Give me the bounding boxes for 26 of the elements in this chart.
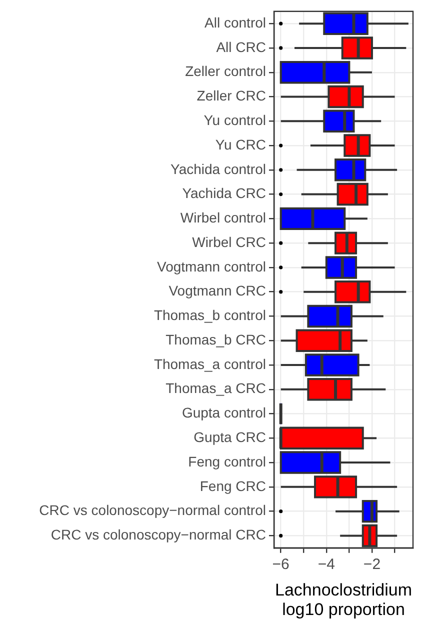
y-tick-label: Yu CRC bbox=[215, 136, 266, 152]
x-tick-label: −2 bbox=[363, 556, 381, 574]
y-tick-label: Vogtmann control bbox=[157, 258, 266, 274]
y-tick-label: Yachida CRC bbox=[182, 185, 266, 202]
x-axis-title: Lachnoclostridium log10 proportion bbox=[274, 580, 412, 619]
y-tick-label: Vogtmann CRC bbox=[168, 282, 266, 299]
y-tick-label: Thomas_a control bbox=[154, 356, 266, 372]
y-tick-label: Yachida control bbox=[170, 160, 266, 177]
y-tick-label: Feng control bbox=[188, 453, 266, 470]
y-tick-label: Wirbel control bbox=[180, 210, 266, 226]
y-tick-label: Thomas_b control bbox=[154, 307, 266, 324]
x-tick-label: −6 bbox=[272, 556, 290, 574]
y-tick-label: Thomas_b CRC bbox=[166, 331, 266, 348]
y-tick-label: All control bbox=[204, 14, 266, 30]
y-tick-label: Zeller CRC bbox=[196, 88, 266, 104]
y-tick-label: Gupta CRC bbox=[194, 429, 266, 446]
y-tick-label: All CRC bbox=[216, 38, 266, 55]
y-tick-label: CRC vs colonoscopy−normal control bbox=[39, 502, 266, 518]
y-tick-label: Feng CRC bbox=[200, 478, 266, 494]
y-tick-label: Yu control bbox=[204, 112, 266, 128]
y-tick-label: Thomas_a CRC bbox=[166, 380, 266, 396]
y-tick-label: Zeller control bbox=[185, 63, 266, 80]
y-tick-label: Wirbel CRC bbox=[192, 234, 266, 250]
y-tick-label: CRC vs colonoscopy−normal CRC bbox=[50, 526, 266, 543]
y-tick-label: Gupta control bbox=[182, 404, 266, 421]
x-tick-label: −4 bbox=[318, 556, 335, 574]
